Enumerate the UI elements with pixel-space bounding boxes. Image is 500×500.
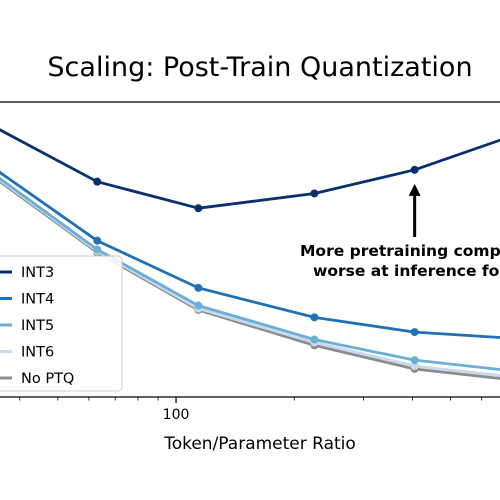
data-point xyxy=(410,328,419,337)
annotation-text-line-1: More pretraining compute xyxy=(300,242,500,260)
series-line xyxy=(0,176,500,371)
plot-frame xyxy=(0,101,500,398)
legend-label: INT5 xyxy=(21,318,54,334)
series-layer xyxy=(0,128,500,380)
annotation-arrow-head xyxy=(408,183,421,196)
data-point xyxy=(410,165,419,174)
legend-label: No PTQ xyxy=(21,371,74,387)
legend: INT3 INT4 INT5 INT6 No PTQ xyxy=(0,255,123,392)
data-point xyxy=(93,236,102,245)
series-int3 xyxy=(0,128,500,213)
data-point xyxy=(310,189,319,198)
legend-item: INT6 xyxy=(0,345,54,361)
chart-title: Scaling: Post-Train Quantization xyxy=(47,52,472,83)
annotation: More pretraining compute worse at infere… xyxy=(300,183,500,280)
x-tick-label: 100 xyxy=(163,407,190,423)
legend-box xyxy=(0,255,123,392)
series-int5 xyxy=(0,176,500,371)
x-axis-ticks: 100 xyxy=(19,397,483,423)
legend-label: INT6 xyxy=(21,345,54,361)
legend-item: INT5 xyxy=(0,318,54,334)
series-line xyxy=(0,170,500,339)
data-point xyxy=(194,283,203,292)
data-point xyxy=(310,335,319,344)
legend-label: INT4 xyxy=(21,292,54,308)
data-point xyxy=(310,313,319,322)
data-point xyxy=(410,356,419,365)
data-point xyxy=(93,177,102,186)
data-point xyxy=(410,362,419,371)
data-point xyxy=(93,245,102,254)
series-line xyxy=(0,128,500,210)
data-point xyxy=(194,301,203,310)
x-axis-label: Token/Parameter Ratio xyxy=(163,434,356,454)
legend-label: INT3 xyxy=(21,265,54,281)
series-int4 xyxy=(0,170,500,339)
legend-item: INT3 xyxy=(0,265,54,281)
annotation-text-line-2: worse at inference for xyxy=(313,262,500,280)
legend-item: No PTQ xyxy=(0,371,74,387)
data-point xyxy=(194,204,203,213)
legend-item: INT4 xyxy=(0,292,54,308)
